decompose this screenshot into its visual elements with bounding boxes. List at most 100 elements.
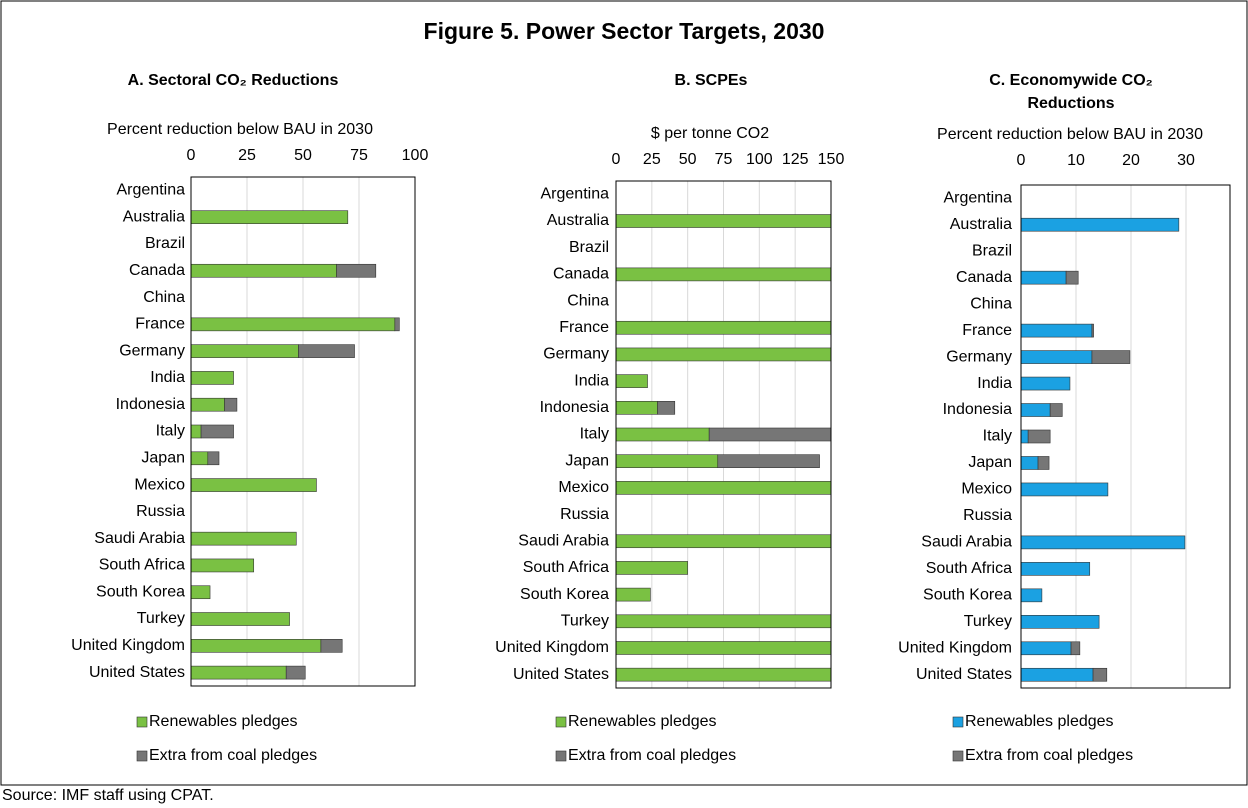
panel-title: A. Sectoral CO₂ Reductions [127, 72, 339, 89]
y-tick-label: Brazil [145, 235, 185, 252]
y-tick-label: China [143, 289, 185, 306]
bar [615, 534, 832, 549]
y-tick-label: Japan [968, 454, 1012, 471]
x-tick-label: 50 [294, 147, 312, 164]
legend-label: Renewables pledges [149, 713, 298, 730]
bar [1049, 403, 1063, 417]
y-tick-label: Japan [141, 450, 185, 467]
bar [298, 344, 355, 358]
y-tick-label: Australia [547, 212, 609, 229]
y-tick-label: United States [89, 664, 185, 681]
plot-frame [615, 180, 832, 689]
bar [320, 639, 343, 653]
y-tick-label: Australia [950, 216, 1012, 233]
bar [615, 374, 648, 388]
bar [1020, 376, 1071, 391]
bar [1020, 641, 1072, 656]
legend-swatch [136, 716, 148, 728]
bar [1027, 429, 1051, 444]
bar [190, 665, 287, 680]
bar [615, 641, 832, 655]
y-tick-label: Brazil [972, 242, 1012, 259]
y-tick-label: Brazil [569, 239, 609, 256]
bar [190, 451, 209, 466]
y-tick-label: Germany [119, 342, 185, 359]
bar [1020, 270, 1067, 285]
x-tick-label: 10 [1067, 152, 1085, 169]
y-tick-label: United States [513, 666, 609, 683]
y-tick-label: United States [916, 666, 1012, 683]
y-tick-label: Italy [983, 428, 1012, 445]
y-tick-label: Mexico [558, 479, 609, 496]
y-tick-label: Australia [123, 208, 185, 225]
y-tick-label: Italy [156, 423, 185, 440]
y-tick-label: Saudi Arabia [921, 534, 1012, 551]
plot-frame [190, 176, 416, 687]
bar [615, 667, 832, 682]
y-tick-label: South Africa [926, 560, 1012, 577]
bar [1020, 588, 1043, 603]
y-tick-label: Indonesia [943, 401, 1012, 418]
y-tick-label: United Kingdom [71, 637, 185, 654]
panel-title: B. SCPEs [674, 72, 748, 89]
x-tick-label: 150 [818, 151, 845, 168]
bar [1020, 217, 1180, 232]
bar [1020, 615, 1100, 629]
x-tick-label: 30 [1177, 152, 1195, 169]
x-tick-label: 20 [1122, 152, 1140, 169]
x-axis-label: Percent reduction below BAU in 2030 [937, 126, 1203, 143]
y-tick-label: South Korea [96, 583, 185, 600]
y-tick-label: Turkey [964, 613, 1012, 630]
bar [717, 454, 820, 468]
x-tick-label: 100 [402, 147, 429, 164]
y-tick-label: France [135, 316, 185, 333]
y-tick-label: France [559, 319, 609, 336]
y-tick-label: Germany [946, 348, 1012, 365]
y-tick-label: China [970, 295, 1012, 312]
bar [190, 317, 396, 332]
y-tick-label: Mexico [961, 481, 1012, 498]
y-tick-label: Italy [580, 426, 609, 443]
y-tick-label: United Kingdom [898, 640, 1012, 657]
y-tick-label: Saudi Arabia [94, 530, 185, 547]
x-tick-label: 100 [746, 151, 773, 168]
bar [615, 454, 719, 468]
legend-label: Renewables pledges [568, 713, 717, 730]
y-tick-label: Argentina [541, 186, 610, 203]
x-tick-label: 75 [715, 151, 733, 168]
bar [190, 344, 299, 358]
bar [190, 371, 234, 385]
x-tick-label: 25 [643, 151, 661, 168]
y-tick-label: Turkey [561, 613, 609, 630]
y-tick-label: France [962, 322, 1012, 339]
y-tick-label: Argentina [944, 189, 1013, 206]
y-tick-label: Argentina [117, 182, 186, 199]
bar [1070, 641, 1081, 656]
bar [190, 478, 317, 492]
bar [224, 397, 238, 412]
y-tick-label: Saudi Arabia [518, 532, 609, 549]
y-tick-label: India [574, 372, 609, 389]
bar [615, 427, 710, 442]
legend-label: Extra from coal pledges [965, 747, 1133, 764]
legend-label: Renewables pledges [965, 713, 1114, 730]
legend-swatch [952, 750, 964, 762]
bar [615, 347, 832, 362]
bar [1020, 667, 1094, 682]
plot-frame [1020, 184, 1231, 689]
bar [1091, 350, 1131, 364]
bar [207, 451, 220, 466]
bar [190, 639, 322, 653]
bar [1020, 562, 1091, 576]
bar [708, 427, 832, 442]
bar [1065, 270, 1079, 285]
y-tick-label: Canada [129, 262, 185, 279]
y-tick-label: Turkey [137, 610, 185, 627]
y-tick-label: Russia [963, 507, 1012, 524]
bar [1020, 323, 1093, 338]
x-tick-label: 75 [350, 147, 368, 164]
bar [336, 263, 377, 278]
x-tick-label: 0 [1017, 152, 1026, 169]
y-tick-label: Indonesia [116, 396, 185, 413]
